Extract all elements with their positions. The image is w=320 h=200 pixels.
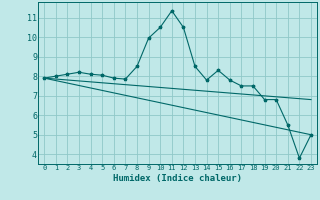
X-axis label: Humidex (Indice chaleur): Humidex (Indice chaleur) <box>113 174 242 183</box>
